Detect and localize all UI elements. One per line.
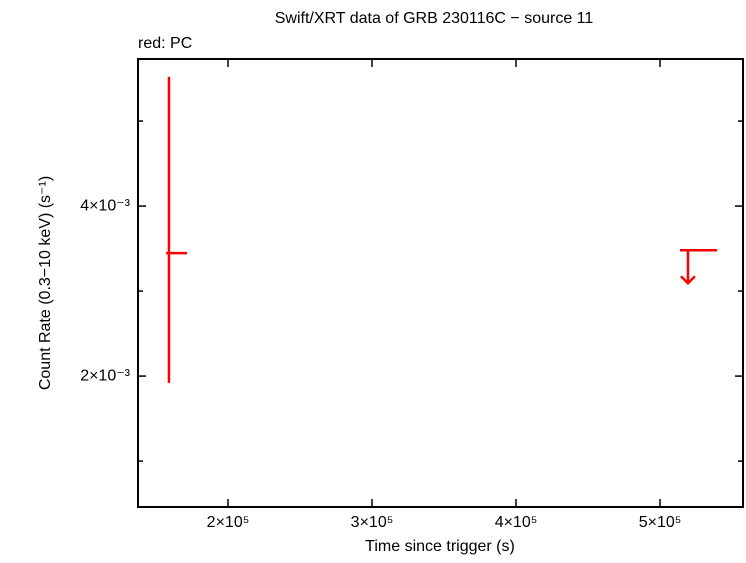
y-axis-label: Count Rate (0.3−10 keV) (s⁻¹) (37, 176, 54, 390)
x-axis-label: Time since trigger (s) (365, 538, 515, 555)
x-tick-label: 2×10⁵ (207, 514, 250, 531)
x-tick-label: 4×10⁵ (495, 514, 538, 531)
x-tick-label: 5×10⁵ (639, 514, 682, 531)
upper-limit-arrow (680, 250, 696, 286)
plot-frame (137, 58, 744, 508)
legend-text: red: PC (138, 35, 192, 52)
y-tick-label: 4×10⁻³ (80, 197, 130, 214)
chart-title: Swift/XRT data of GRB 230116C − source 1… (275, 10, 594, 27)
y-tick-label: 2×10⁻³ (80, 367, 130, 384)
x-tick-label: 3×10⁵ (351, 514, 394, 531)
